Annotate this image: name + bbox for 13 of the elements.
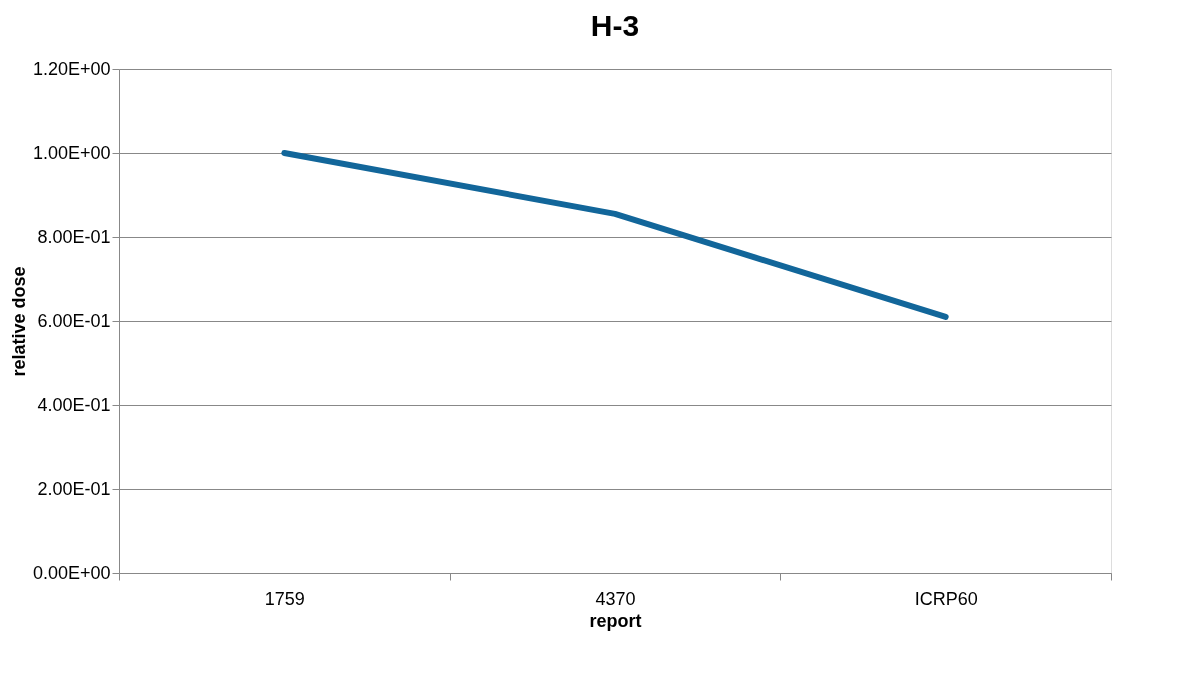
y-tick-label: 0.00E+00: [32, 562, 111, 583]
x-tick-label: 4370: [595, 588, 636, 609]
y-tick-label: 2.00E-01: [37, 478, 111, 499]
y-tick-label: 1.00E+00: [32, 142, 111, 163]
x-tick-label: ICRP60: [914, 588, 978, 609]
y-tick-label: 4.00E-01: [37, 394, 111, 415]
y-tick-label: 8.00E-01: [37, 226, 111, 247]
x-axis-title: report: [589, 610, 642, 631]
y-tick-label: 6.00E-01: [37, 310, 111, 331]
x-tick-label: 1759: [264, 588, 305, 609]
y-axis-title: relative dose: [8, 266, 29, 377]
y-tick-label: 1.20E+00: [32, 58, 111, 79]
chart-title: H-3: [590, 9, 640, 42]
